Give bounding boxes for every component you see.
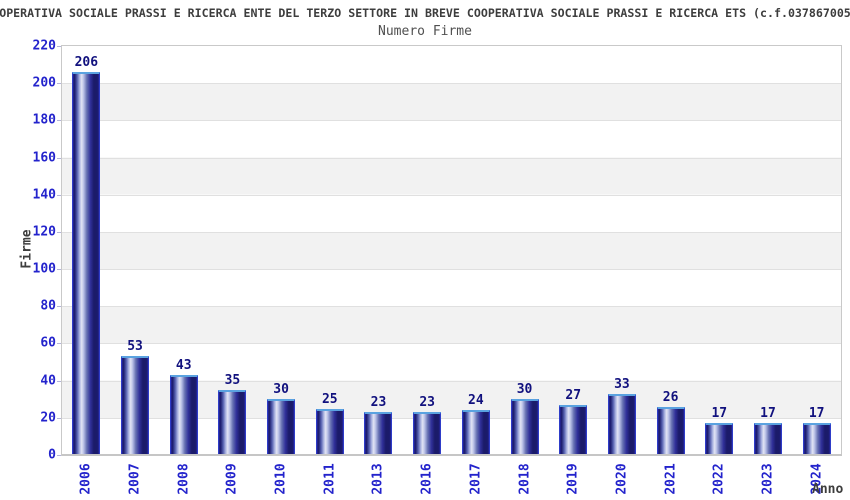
bar-2023: [753, 423, 782, 455]
gridline: [62, 269, 841, 271]
plot-area: 206 53 43 35 30 25 23 23 24 30 27 33 26 17 17 17: [61, 45, 842, 456]
bar-2019: [559, 404, 588, 455]
y-tick-mark: [57, 120, 61, 122]
y-tick-label-120: 120: [32, 224, 56, 240]
bar-2022: [705, 423, 734, 455]
x-tick-label-2022: 2022: [711, 463, 727, 495]
bar-2009: [218, 389, 247, 455]
bar-2006: [72, 72, 101, 455]
bar-2024: [802, 423, 831, 455]
y-tick-label-200: 200: [32, 75, 56, 91]
y-tick-label-60: 60: [40, 335, 56, 351]
y-axis-title: Firme: [19, 229, 35, 269]
y-tick-mark: [57, 269, 61, 271]
gridline: [62, 380, 841, 382]
y-tick-mark: [57, 231, 61, 233]
bar-value-2010: 30: [273, 382, 289, 398]
bar-2008: [169, 375, 198, 455]
x-tick-label-2007: 2007: [127, 463, 143, 495]
gridline: [62, 194, 841, 196]
x-axis-line: [62, 454, 842, 456]
y-tick-mark: [57, 380, 61, 382]
y-tick-mark: [57, 46, 61, 47]
chart-title: OPERATIVA SOCIALE PRASSI E RICERCA ENTE …: [0, 6, 850, 20]
bar-value-2021: 26: [662, 389, 679, 405]
x-tick-label-2009: 2009: [224, 463, 240, 495]
x-tick-label-2017: 2017: [468, 463, 484, 495]
y-tick-mark: [57, 83, 61, 85]
x-tick-label-2021: 2021: [663, 463, 679, 495]
gridline: [62, 343, 841, 345]
y-tick-label-160: 160: [32, 150, 56, 166]
bar-value-2009: 35: [224, 372, 241, 388]
y-tick-label-220: 220: [32, 38, 56, 54]
bar-value-2006: 206: [74, 55, 99, 71]
bar-value-2007: 53: [127, 339, 143, 355]
bar-value-2018: 30: [516, 382, 533, 398]
y-tick-mark: [57, 343, 61, 345]
x-tick-label-2008: 2008: [176, 463, 192, 495]
bar-2007: [121, 356, 150, 455]
x-tick-label-2016: 2016: [419, 463, 435, 495]
x-tick-label-2010: 2010: [273, 463, 289, 495]
bar-2017: [461, 410, 490, 455]
bar-2013: [364, 412, 393, 455]
y-tick-label-20: 20: [40, 410, 56, 426]
bar-2020: [607, 393, 636, 455]
x-tick-label-2020: 2020: [614, 463, 630, 495]
gridline: [62, 157, 841, 159]
bar-2016: [413, 412, 442, 455]
y-tick-mark: [57, 157, 61, 159]
gridline: [62, 417, 841, 419]
bar-value-2017: 24: [468, 393, 484, 409]
gridline: [62, 83, 841, 85]
x-tick-label-2018: 2018: [517, 463, 533, 495]
y-tick-mark: [57, 194, 61, 196]
y-tick-label-100: 100: [32, 261, 56, 277]
x-axis-title: Anno: [812, 482, 844, 497]
bar-value-2008: 43: [175, 358, 192, 374]
bar-value-2022: 17: [711, 406, 728, 422]
bar-value-2023: 17: [760, 406, 776, 422]
y-tick-label-0: 0: [48, 447, 56, 463]
x-tick-label-2013: 2013: [370, 463, 386, 495]
y-tick-label-140: 140: [32, 187, 56, 203]
x-tick-label-2011: 2011: [322, 463, 338, 495]
bar-value-2016: 23: [419, 395, 435, 411]
bar-2018: [510, 399, 539, 455]
y-tick-mark: [57, 455, 61, 456]
gridline: [62, 231, 841, 233]
gridline: [62, 306, 841, 308]
y-tick-label-80: 80: [40, 298, 56, 314]
y-tick-label-40: 40: [40, 373, 56, 389]
bar-2011: [315, 408, 344, 455]
bar-value-2024: 17: [808, 406, 825, 422]
x-tick-label-2019: 2019: [565, 463, 581, 495]
gridline: [62, 120, 841, 122]
bar-2010: [267, 399, 296, 455]
x-tick-label-2006: 2006: [78, 463, 94, 495]
bar-value-2020: 33: [614, 376, 630, 392]
y-tick-mark: [57, 306, 61, 308]
bar-2021: [656, 406, 685, 455]
bar-value-2011: 25: [321, 391, 338, 407]
y-tick-mark: [57, 417, 61, 419]
chart-subtitle: Numero Firme: [378, 24, 472, 39]
y-tick-label-180: 180: [32, 112, 56, 128]
bar-value-2019: 27: [565, 387, 582, 403]
x-tick-label-2023: 2023: [760, 463, 776, 495]
bar-value-2013: 23: [370, 395, 387, 411]
